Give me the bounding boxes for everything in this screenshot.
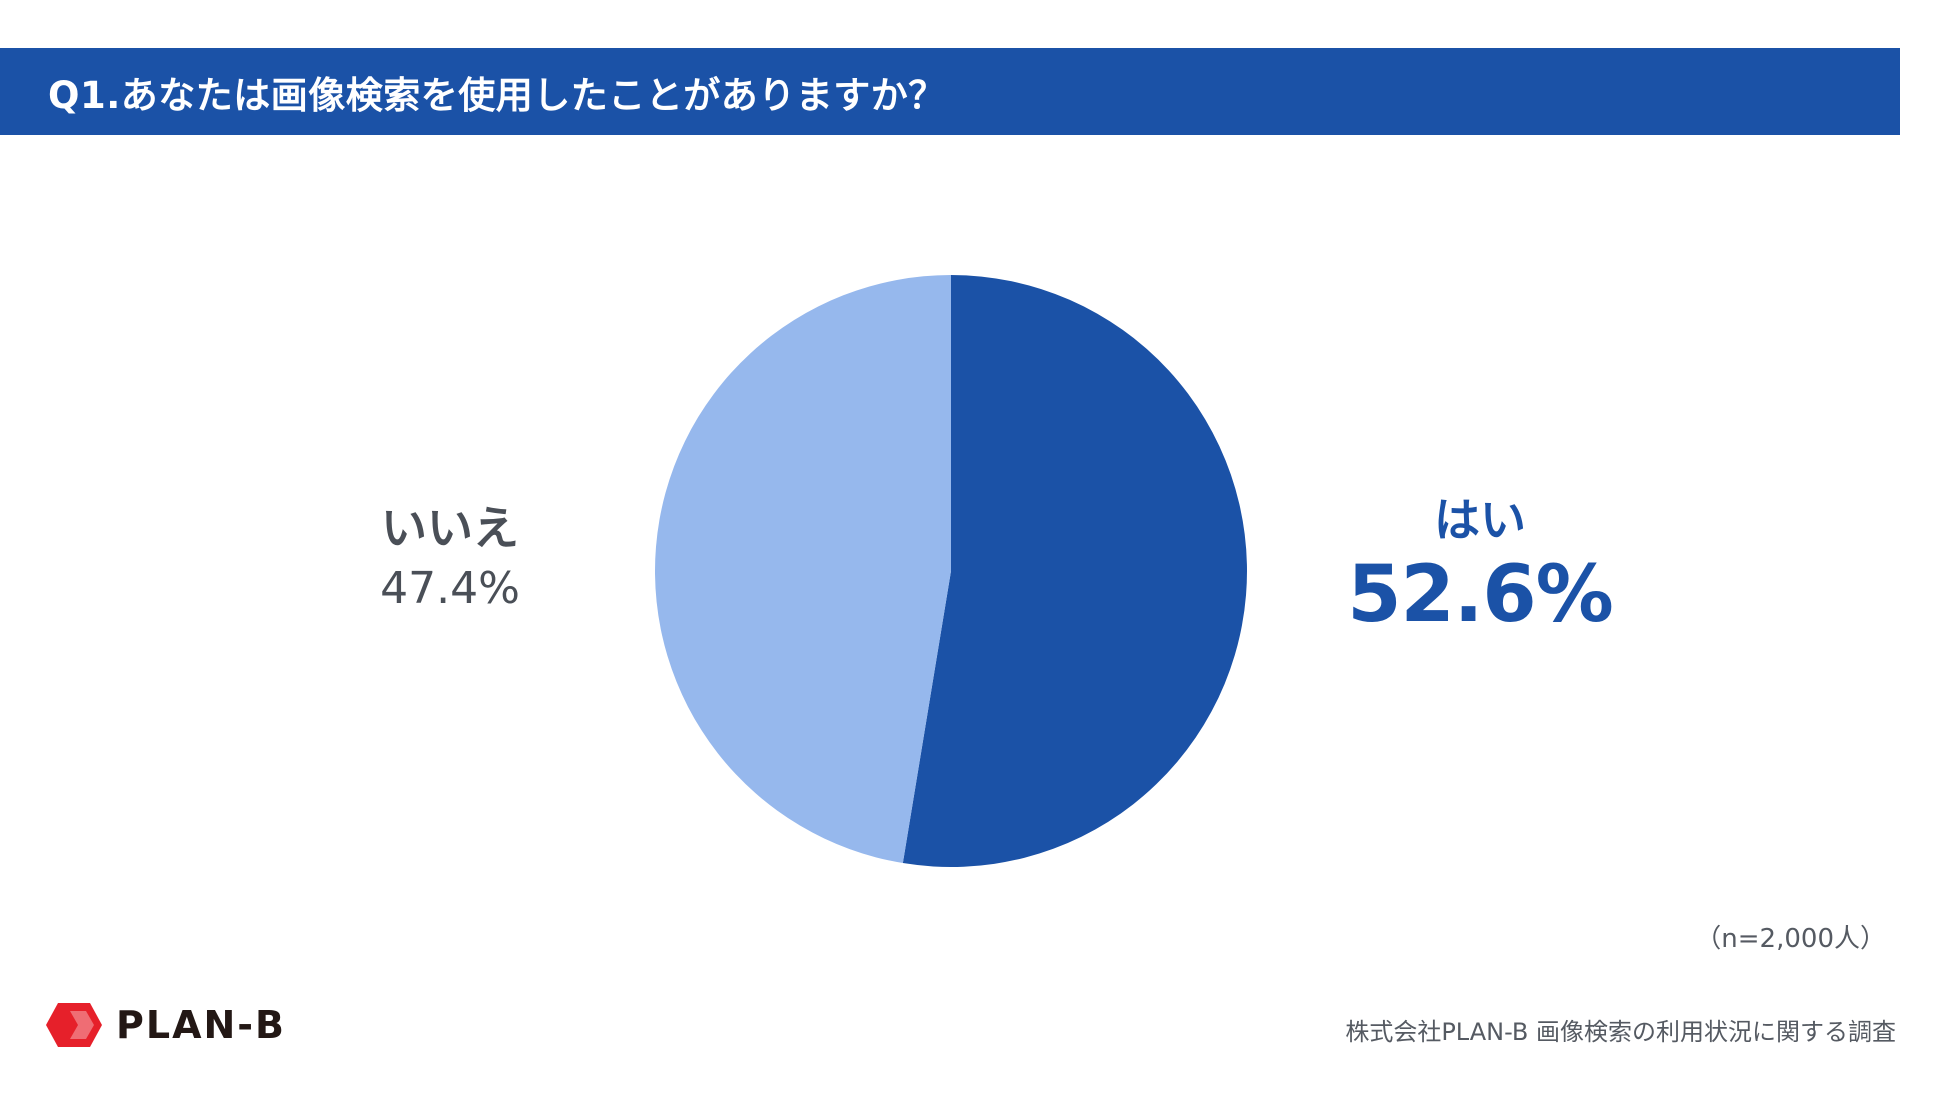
title-bar: Q1.あなたは画像検索を使用したことがありますか？ — [0, 48, 1900, 135]
page-title: Q1.あなたは画像検索を使用したことがありますか？ — [48, 73, 946, 117]
slice-label-yes: はい — [1434, 493, 1526, 547]
plan-b-logo-icon — [46, 1003, 102, 1047]
logo-text: PLAN-B — [116, 1003, 287, 1047]
source-credit: 株式会社PLAN-B 画像検索の利用状況に関する調査 — [1345, 1018, 1896, 1046]
pie-slice-no — [654, 275, 951, 864]
pie-slice-yes — [902, 275, 1247, 867]
slice-value-no: 47.4% — [380, 563, 520, 614]
slice-label-no: いいえ — [381, 501, 519, 555]
company-logo: PLAN-B — [46, 1003, 286, 1047]
slice-value-yes: 52.6% — [1347, 550, 1614, 640]
sample-size-note: （n=2,000人） — [1695, 924, 1886, 954]
